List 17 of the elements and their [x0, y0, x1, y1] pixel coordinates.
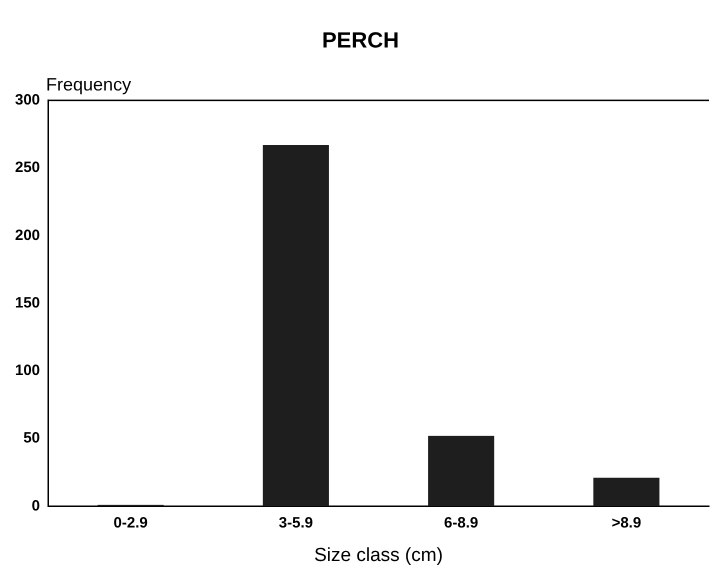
y-tick-label: 100 — [14, 362, 40, 380]
x-tick-label: >8.9 — [612, 514, 642, 532]
bar — [593, 478, 660, 506]
x-axis-title: Size class (cm) — [314, 544, 443, 566]
bar — [262, 145, 329, 506]
chart-title: PERCH — [322, 27, 400, 52]
x-tick-label: 0-2.9 — [114, 514, 148, 532]
y-tick-label: 150 — [14, 294, 40, 312]
x-tick-label: 3-5.9 — [278, 514, 313, 532]
y-tick-label: 250 — [14, 159, 40, 176]
y-tick-label: 300 — [14, 92, 40, 109]
y-tick-label: 200 — [14, 226, 40, 244]
y-axis-title: Frequency — [46, 74, 132, 94]
bar — [428, 436, 494, 506]
y-tick-label: 50 — [23, 430, 40, 447]
x-tick-label: 6-8.9 — [444, 514, 478, 532]
y-tick-label: 0 — [32, 497, 40, 514]
